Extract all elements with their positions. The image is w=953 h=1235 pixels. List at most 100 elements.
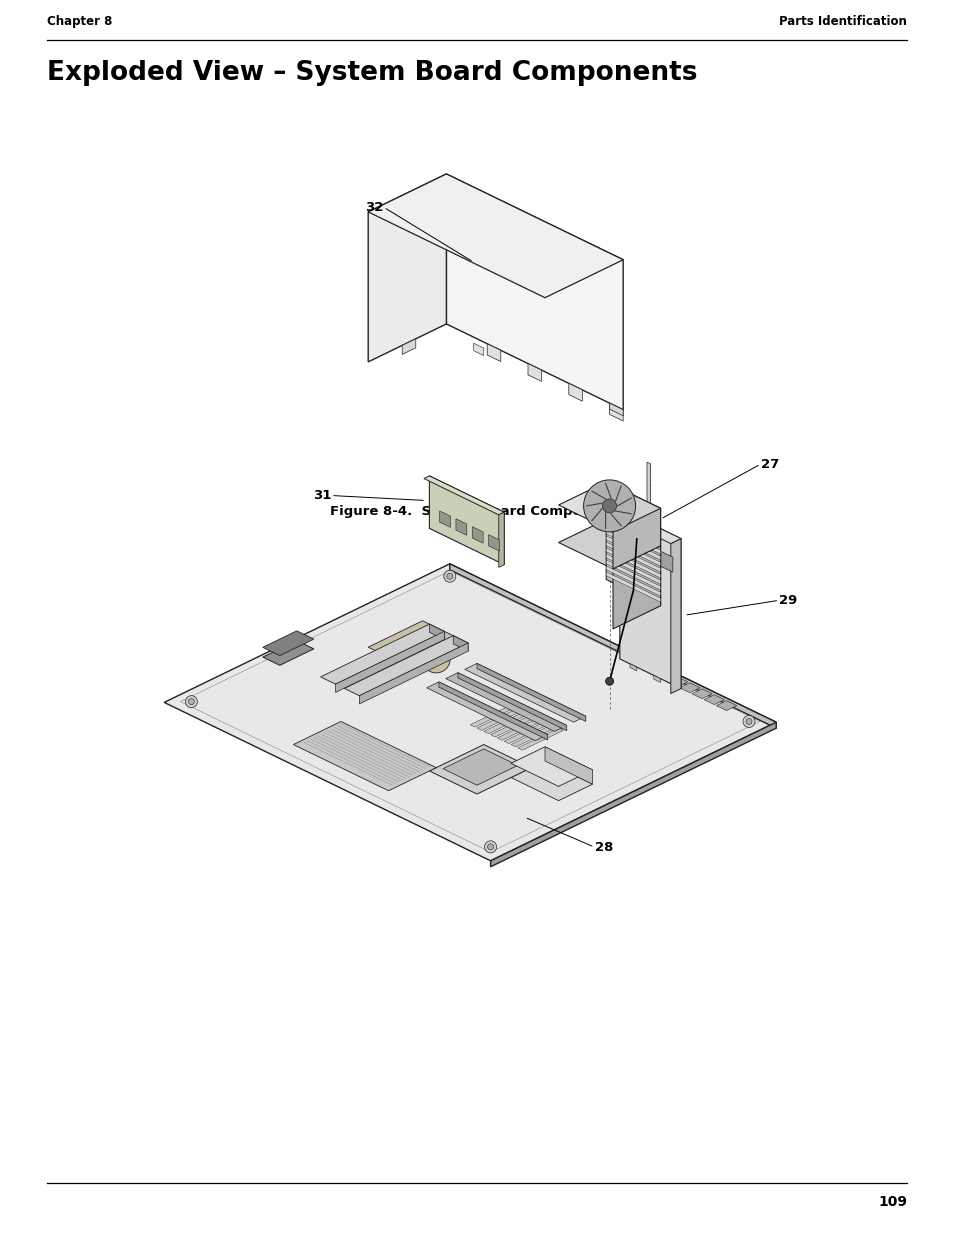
Polygon shape: [605, 566, 659, 597]
Polygon shape: [294, 721, 436, 790]
Polygon shape: [609, 403, 622, 421]
Polygon shape: [445, 673, 566, 731]
Polygon shape: [626, 535, 639, 556]
Polygon shape: [262, 631, 314, 656]
Polygon shape: [511, 761, 592, 800]
Circle shape: [487, 844, 493, 850]
Polygon shape: [517, 729, 563, 750]
Polygon shape: [643, 543, 655, 564]
Circle shape: [605, 677, 613, 685]
Polygon shape: [490, 715, 536, 737]
Polygon shape: [423, 475, 504, 515]
Text: Parts Identification: Parts Identification: [779, 15, 906, 28]
Polygon shape: [446, 174, 622, 410]
Polygon shape: [476, 708, 522, 730]
Polygon shape: [609, 509, 680, 543]
Polygon shape: [679, 683, 700, 693]
Polygon shape: [473, 343, 483, 356]
Polygon shape: [605, 530, 659, 559]
Polygon shape: [368, 621, 463, 667]
Circle shape: [484, 841, 497, 853]
Circle shape: [546, 757, 557, 767]
Polygon shape: [429, 624, 444, 640]
Circle shape: [188, 699, 194, 705]
Circle shape: [446, 573, 453, 579]
Polygon shape: [368, 629, 463, 676]
Polygon shape: [646, 462, 650, 524]
Polygon shape: [498, 513, 504, 567]
Polygon shape: [470, 705, 516, 727]
Polygon shape: [320, 624, 444, 684]
Polygon shape: [605, 482, 659, 546]
Polygon shape: [368, 174, 446, 362]
Polygon shape: [497, 718, 542, 740]
Polygon shape: [490, 722, 776, 867]
Polygon shape: [613, 546, 659, 629]
Circle shape: [185, 695, 197, 708]
Polygon shape: [439, 511, 450, 527]
Text: 109: 109: [877, 1195, 906, 1209]
Polygon shape: [344, 636, 468, 695]
Polygon shape: [605, 520, 659, 606]
Circle shape: [742, 715, 754, 727]
Polygon shape: [605, 572, 659, 601]
Polygon shape: [667, 677, 687, 687]
Text: 27: 27: [760, 458, 778, 471]
Polygon shape: [472, 526, 482, 543]
Polygon shape: [429, 475, 504, 564]
Polygon shape: [626, 568, 639, 593]
Circle shape: [602, 499, 616, 513]
Polygon shape: [568, 383, 581, 401]
Polygon shape: [605, 555, 659, 584]
Circle shape: [567, 767, 577, 777]
Polygon shape: [653, 676, 659, 683]
Polygon shape: [164, 564, 776, 861]
Polygon shape: [453, 636, 468, 651]
Polygon shape: [609, 403, 622, 416]
Circle shape: [557, 762, 566, 772]
Polygon shape: [335, 631, 444, 693]
Polygon shape: [426, 682, 547, 741]
Polygon shape: [605, 536, 659, 566]
Polygon shape: [544, 747, 592, 784]
Polygon shape: [558, 520, 659, 569]
Polygon shape: [262, 641, 314, 666]
Polygon shape: [504, 721, 549, 743]
Polygon shape: [449, 564, 776, 729]
Polygon shape: [613, 509, 659, 569]
Polygon shape: [659, 551, 672, 572]
Text: 32: 32: [365, 200, 383, 214]
Polygon shape: [605, 559, 659, 590]
Polygon shape: [691, 689, 712, 699]
Polygon shape: [629, 664, 637, 671]
Circle shape: [533, 763, 542, 773]
Text: Figure 8-4.  System Board Components: Figure 8-4. System Board Components: [330, 505, 623, 517]
Polygon shape: [359, 643, 468, 704]
Polygon shape: [442, 748, 517, 785]
Polygon shape: [558, 482, 659, 531]
Polygon shape: [716, 700, 736, 710]
Polygon shape: [483, 711, 529, 734]
Circle shape: [543, 768, 553, 778]
Circle shape: [583, 480, 635, 532]
Polygon shape: [438, 682, 547, 740]
Circle shape: [443, 571, 456, 582]
Polygon shape: [527, 363, 541, 382]
Polygon shape: [402, 338, 416, 354]
Polygon shape: [368, 174, 622, 298]
Polygon shape: [488, 535, 499, 551]
Text: Chapter 8: Chapter 8: [47, 15, 112, 28]
Circle shape: [745, 719, 751, 725]
Polygon shape: [670, 538, 680, 694]
Polygon shape: [605, 548, 659, 578]
Text: 29: 29: [779, 594, 797, 606]
Text: 28: 28: [594, 841, 613, 853]
Polygon shape: [456, 519, 466, 535]
Polygon shape: [487, 343, 500, 362]
Polygon shape: [643, 577, 655, 601]
Polygon shape: [429, 745, 531, 794]
Polygon shape: [703, 695, 723, 705]
Polygon shape: [511, 747, 592, 787]
Circle shape: [422, 645, 450, 673]
Text: Exploded View – System Board Components: Exploded View – System Board Components: [47, 61, 697, 86]
